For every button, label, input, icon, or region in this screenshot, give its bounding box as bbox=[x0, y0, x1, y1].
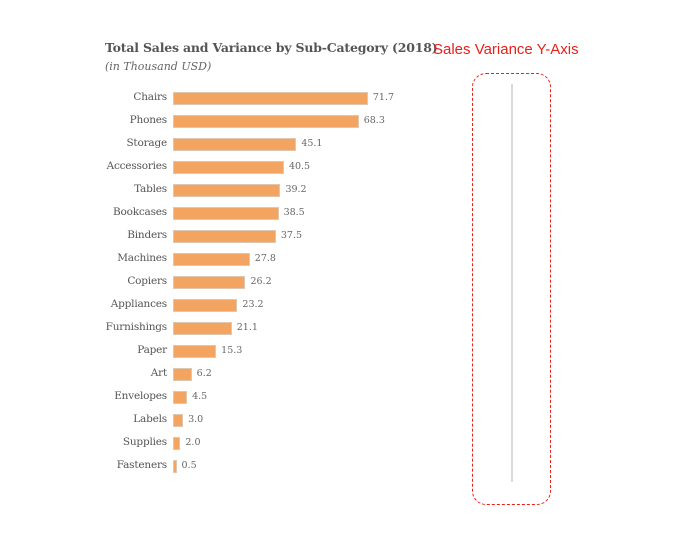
category-label: Envelopes bbox=[114, 390, 167, 402]
bar-row: Phones 68.3 bbox=[0, 110, 420, 133]
bar-row: Binders 37.5 bbox=[0, 225, 420, 248]
bar-row: Supplies 2.0 bbox=[0, 432, 420, 455]
bar-row: Paper 15.3 bbox=[0, 340, 420, 363]
bar bbox=[174, 185, 280, 196]
bar-row: Furnishings 21.1 bbox=[0, 317, 420, 340]
chart-title: Total Sales and Variance by Sub-Category… bbox=[105, 40, 438, 55]
value-label: 40.5 bbox=[288, 161, 311, 172]
category-label: Machines bbox=[117, 252, 167, 264]
category-label: Bookcases bbox=[112, 206, 167, 218]
bar bbox=[174, 254, 249, 265]
bar-row: Tables 39.2 bbox=[0, 179, 420, 202]
category-label: Appliances bbox=[110, 298, 167, 310]
bar bbox=[174, 300, 237, 311]
bar-row: Copiers 26.2 bbox=[0, 271, 420, 294]
value-label: 68.3 bbox=[363, 115, 385, 126]
value-label: 38.5 bbox=[283, 207, 305, 218]
category-label: Copiers bbox=[127, 275, 167, 287]
bar bbox=[174, 346, 216, 357]
bar-row: Accessories 40.5 bbox=[0, 156, 420, 179]
bar bbox=[174, 139, 296, 150]
bar-row: Fasteners 0.5 bbox=[0, 455, 420, 478]
value-label: 27.8 bbox=[254, 253, 276, 264]
category-label: Tables bbox=[134, 183, 167, 195]
bar bbox=[174, 208, 278, 219]
bar-row: Storage 45.1 bbox=[0, 133, 420, 156]
category-label: Furnishings bbox=[105, 321, 168, 333]
bar bbox=[174, 438, 180, 449]
category-label: Paper bbox=[137, 344, 167, 356]
bar-row: Art 6.2 bbox=[0, 363, 420, 386]
category-label: Phones bbox=[129, 114, 168, 126]
annotation-label: Sales Variance Y-Axis bbox=[433, 41, 579, 58]
bar bbox=[174, 116, 358, 127]
bar bbox=[174, 415, 183, 426]
bar-row: Chairs 71.7 bbox=[0, 87, 420, 110]
value-label: 6.2 bbox=[196, 368, 212, 379]
bar-row: Machines 27.8 bbox=[0, 248, 420, 271]
value-label: 3.0 bbox=[188, 414, 204, 425]
category-label: Supplies bbox=[122, 436, 167, 448]
bar bbox=[174, 162, 283, 173]
value-label: 39.2 bbox=[285, 184, 307, 195]
category-label: Storage bbox=[126, 137, 167, 149]
value-label: 2.0 bbox=[185, 437, 201, 448]
category-label: Fasteners bbox=[116, 459, 167, 471]
category-label: Accessories bbox=[106, 160, 168, 172]
value-label: 0.5 bbox=[181, 460, 197, 471]
bar-row: Labels 3.0 bbox=[0, 409, 420, 432]
category-label: Labels bbox=[133, 413, 167, 425]
annotation-highlight-box bbox=[472, 73, 551, 505]
value-label: 26.2 bbox=[250, 276, 272, 287]
bar bbox=[174, 93, 367, 104]
bar bbox=[174, 461, 176, 472]
category-label: Art bbox=[150, 367, 167, 379]
bar bbox=[174, 392, 187, 403]
bar-row: Bookcases 38.5 bbox=[0, 202, 420, 225]
bar bbox=[174, 369, 191, 380]
value-label: 45.1 bbox=[301, 138, 323, 149]
bar bbox=[174, 277, 245, 288]
value-label: 23.2 bbox=[242, 299, 264, 310]
chart-subtitle: (in Thousand USD) bbox=[105, 60, 212, 73]
value-label: 37.5 bbox=[280, 230, 303, 241]
bar bbox=[174, 323, 231, 334]
value-label: 21.1 bbox=[236, 322, 258, 333]
value-label: 4.5 bbox=[192, 391, 208, 402]
bar-row: Appliances 23.2 bbox=[0, 294, 420, 317]
value-label: 71.7 bbox=[372, 92, 395, 103]
value-label: 15.3 bbox=[221, 345, 243, 356]
category-label: Chairs bbox=[133, 91, 167, 103]
bar-row: Envelopes 4.5 bbox=[0, 386, 420, 409]
sales-variance-y-axis-line bbox=[511, 84, 513, 482]
category-label: Binders bbox=[127, 229, 167, 241]
bar bbox=[174, 231, 275, 242]
